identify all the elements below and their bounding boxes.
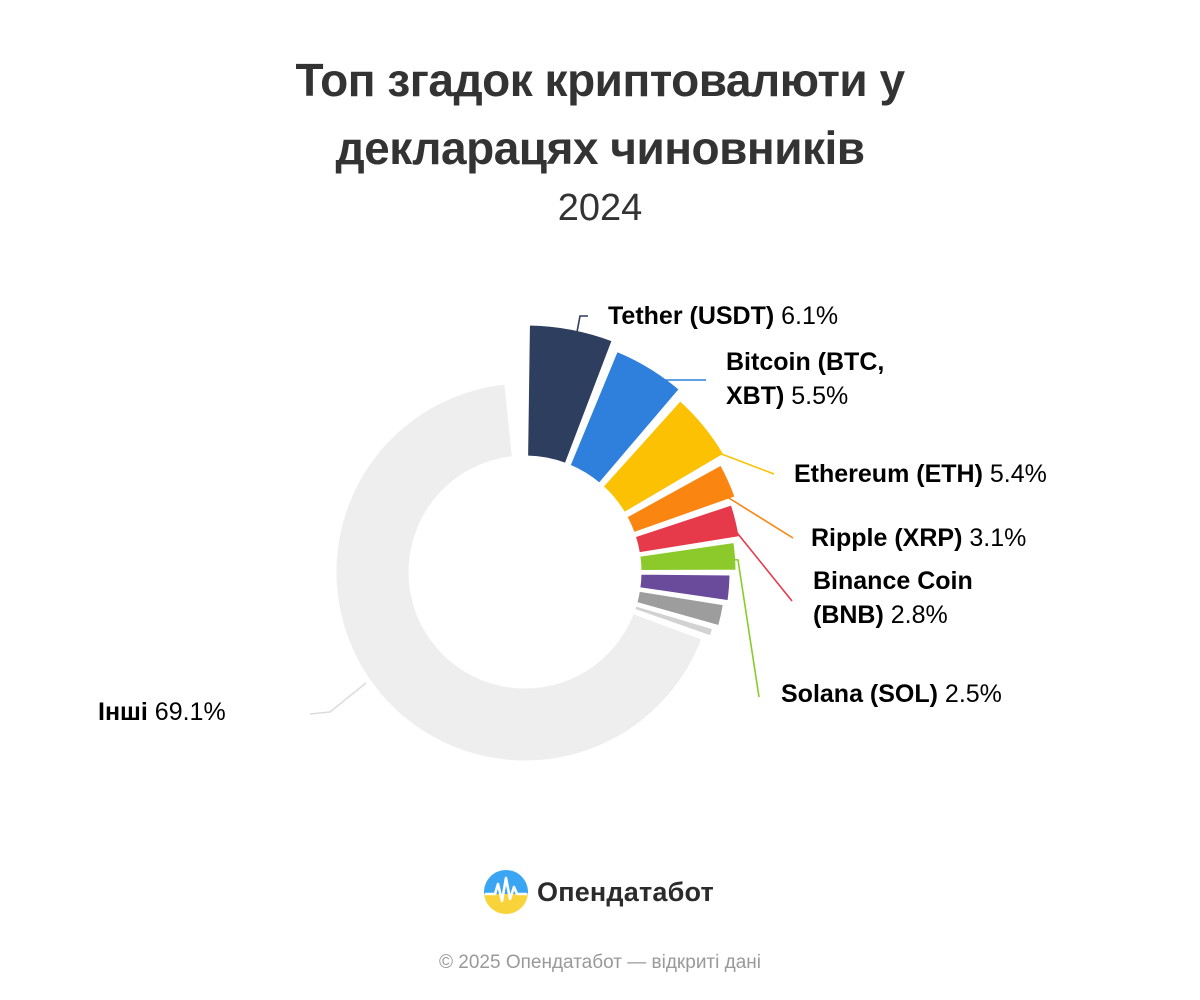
chart-subtitle: 2024 — [557, 187, 643, 229]
leader-line — [309, 682, 367, 715]
donut-slice — [637, 539, 739, 574]
slice-label: Binance Coin (BNB) 2.8% — [813, 567, 973, 629]
chart-header: Топ згадок криптовалюти у декларацях чин… — [0, 46, 1200, 232]
brand-name: Опендатабот — [537, 876, 714, 907]
slice-label: Solana (SOL) 2.5% — [781, 680, 1002, 708]
slice-label: Інші 69.1% — [98, 698, 226, 726]
donut-slice — [567, 348, 682, 486]
footer-copyright: © 2025 Опендатабот — відкриті дані — [439, 952, 761, 973]
donut-slice — [632, 603, 716, 639]
donut-slice — [333, 381, 705, 764]
opendatabot-logo-icon — [484, 870, 528, 914]
leader-line — [679, 441, 775, 475]
donut-slice — [600, 398, 727, 516]
donut-slice — [624, 462, 738, 536]
donut-slice — [525, 322, 615, 467]
slice-label: Ethereum (ETH) 5.4% — [794, 460, 1047, 488]
chart-title: Топ згадок криптовалюти у декларацях чин… — [295, 54, 905, 174]
leader-line — [706, 489, 794, 539]
donut-slices — [333, 322, 742, 764]
slice-label: Bitcoin (BTC, XBT) 5.5% — [726, 348, 884, 410]
donut-slice — [632, 502, 742, 556]
leader-line — [715, 521, 793, 602]
brand: Опендатабот — [484, 868, 714, 916]
slice-label: Ripple (XRP) 3.1% — [811, 524, 1026, 552]
donut-slice — [637, 571, 733, 604]
slice-label: Tether (USDT) 6.1% — [608, 302, 838, 330]
leader-line — [629, 379, 706, 405]
label-leader-lines — [309, 315, 794, 715]
leader-line — [717, 557, 760, 698]
slice-labels: Tether (USDT) 6.1% Bitcoin (BTC, XBT) 5.5%… — [98, 302, 1047, 726]
donut-slice — [634, 588, 726, 629]
leader-line — [567, 315, 588, 381]
